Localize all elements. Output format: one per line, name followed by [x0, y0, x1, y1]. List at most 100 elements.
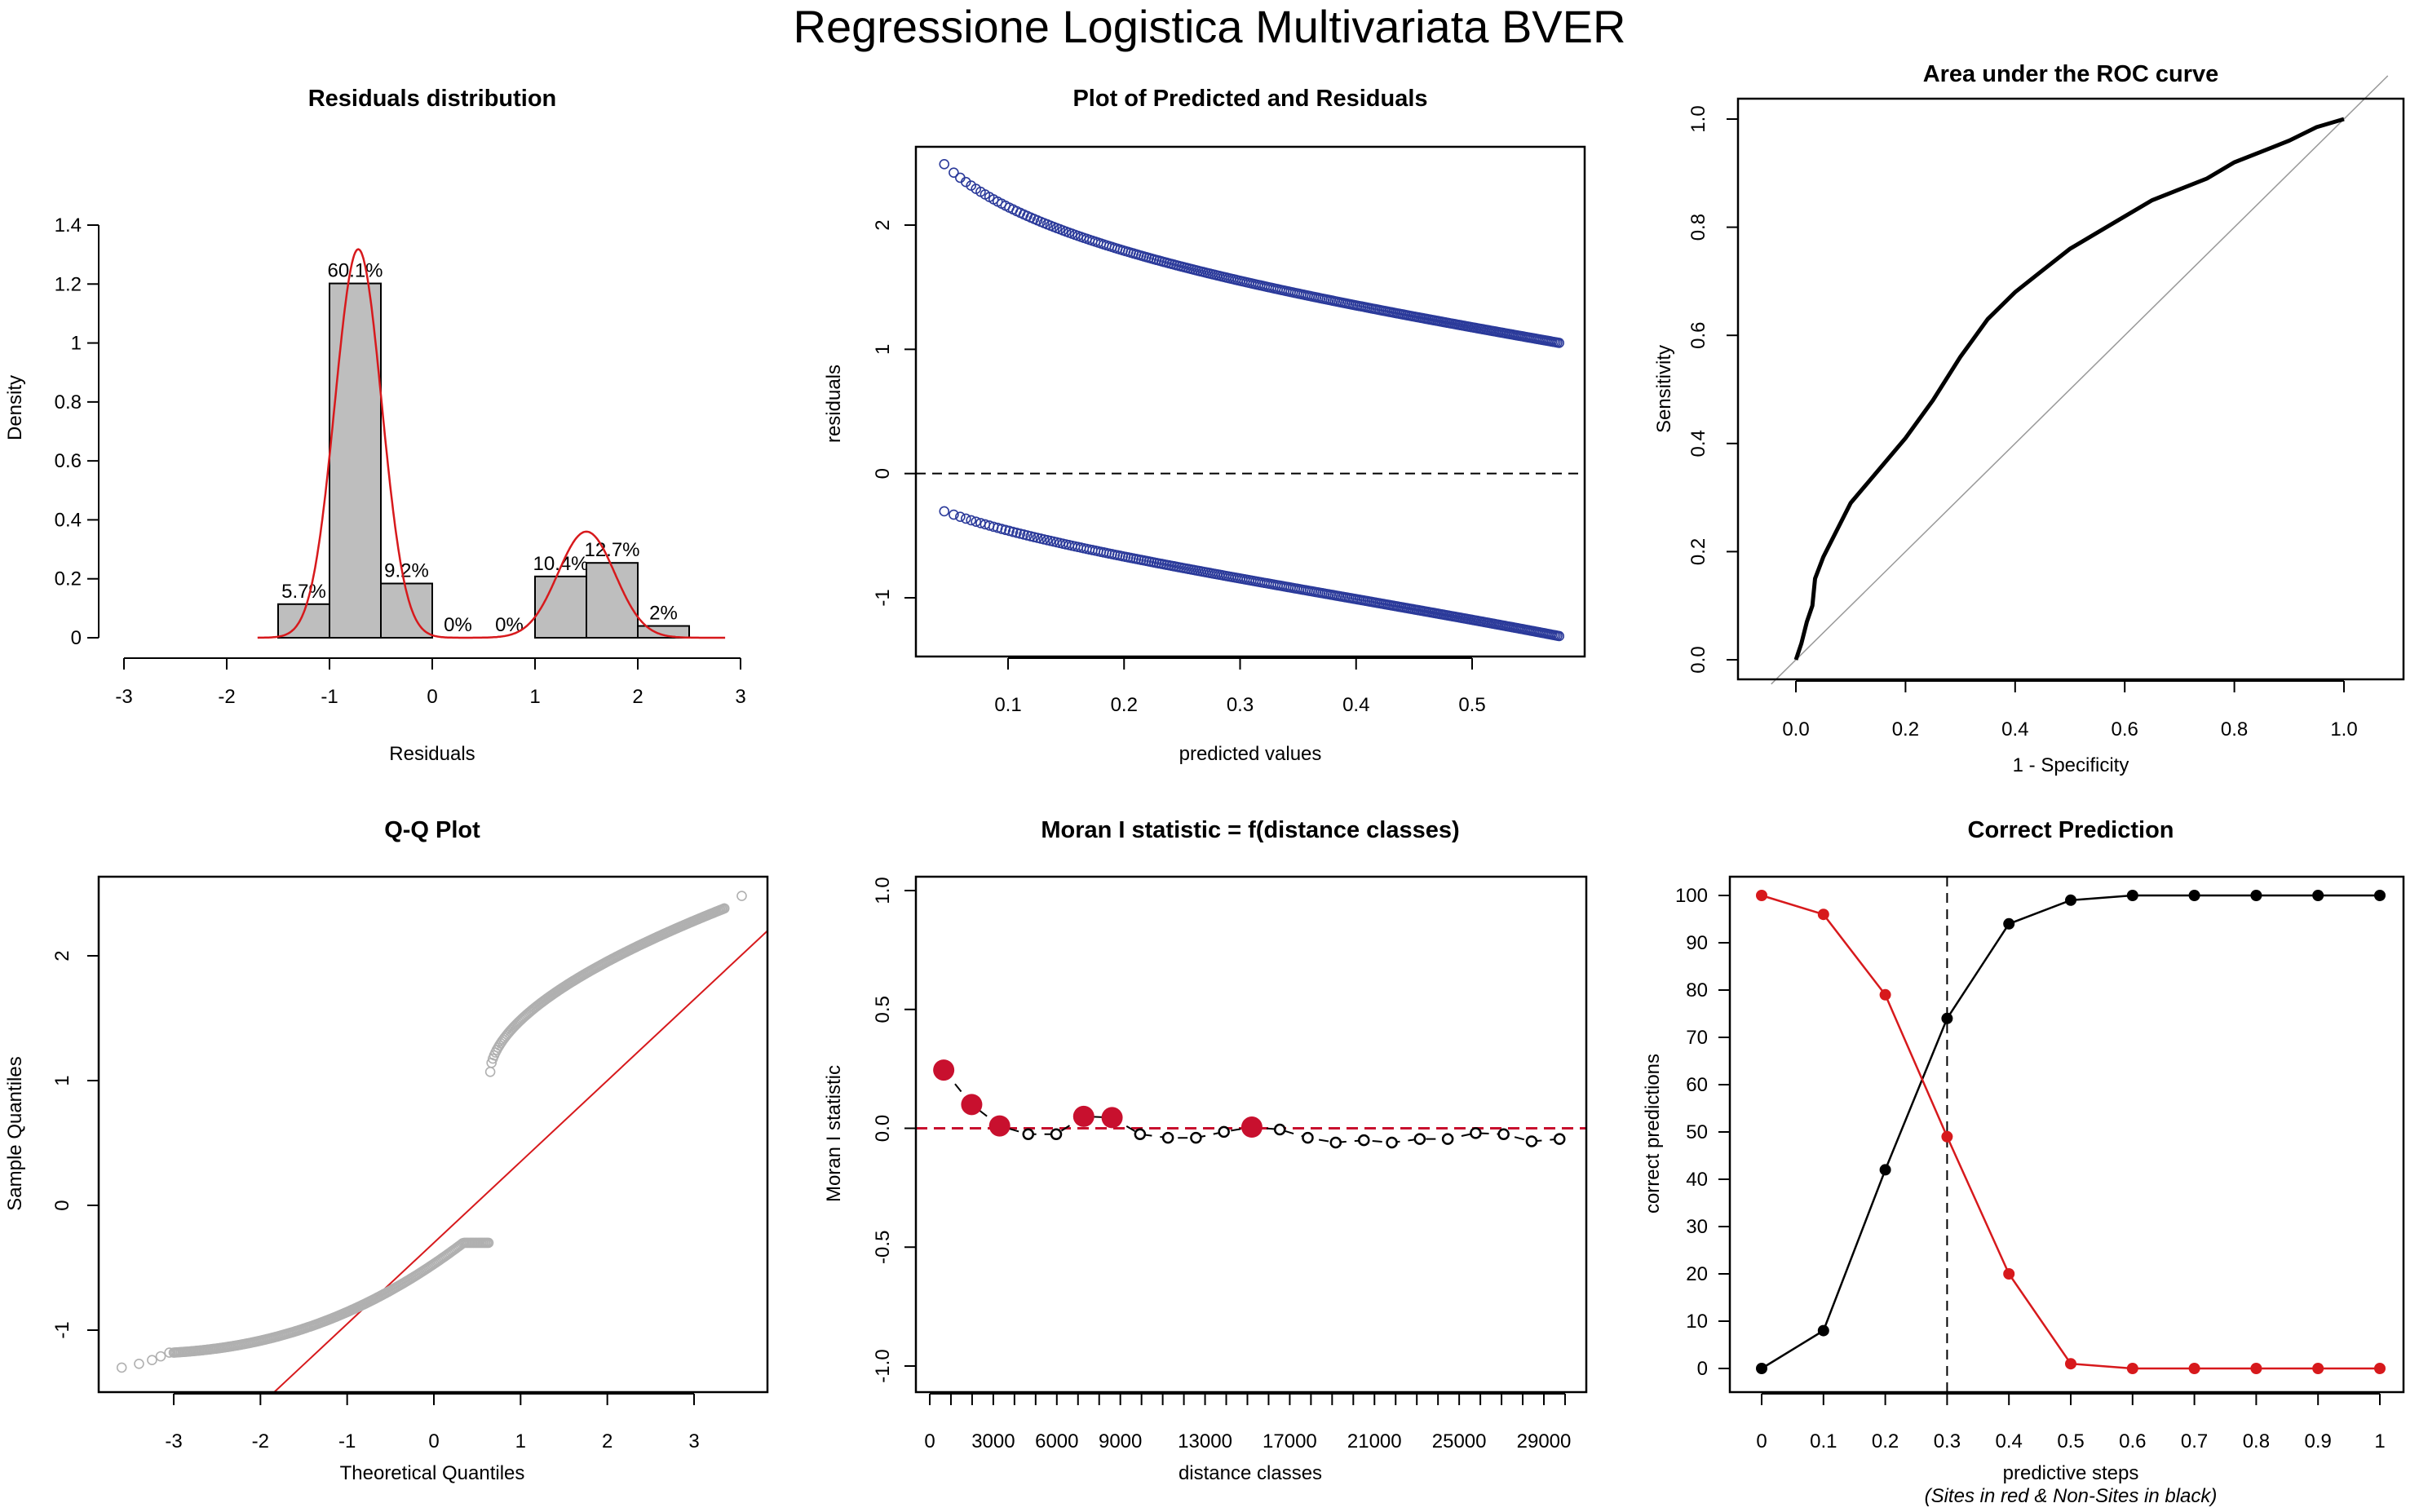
x-tick-label: 3: [688, 1430, 699, 1452]
bar-label: 10.4%: [533, 553, 588, 575]
x-tick-label: 0.3: [1227, 694, 1254, 716]
y-axis-label: residuals: [823, 365, 845, 443]
x-tick-label: 1: [2374, 1430, 2385, 1452]
y-tick-label: 2: [872, 219, 894, 230]
panel-title: Q-Q Plot: [384, 817, 480, 843]
plot-frame: [1728, 875, 2405, 1394]
y-tick-label: 2: [51, 950, 73, 961]
x-tick-label: 0.9: [2305, 1430, 2332, 1452]
x-axis-label: distance classes: [1179, 1462, 1322, 1484]
residual-point: [955, 511, 966, 522]
x-tick-label: 0.5: [2057, 1430, 2084, 1452]
x-tick-label: 2: [632, 686, 643, 708]
x-tick-label: -2: [252, 1430, 269, 1452]
y-axis-label: Density: [4, 375, 26, 440]
x-tick-label: 0.7: [2181, 1430, 2208, 1452]
x-tick-label: 0.2: [1892, 718, 1919, 741]
density-curve: [257, 248, 726, 639]
x-tick-label: 29000: [1517, 1430, 1572, 1452]
y-tick-label: 0.2: [1687, 538, 1709, 565]
y-tick-label: 80: [1686, 979, 1708, 1001]
correct-prediction-plot: Correct Prediction 0 0.1 0.2 0.3 0.4 0.5 0.6 0.7…: [1642, 817, 2405, 1507]
x-tick-label: 6000: [1035, 1430, 1078, 1452]
x-tick-label: 0.5: [1458, 694, 1485, 716]
x-tick-label: 0.3: [1934, 1430, 1961, 1452]
series-point: [1756, 1363, 1767, 1374]
moran-correlogram: Moran I statistic = f(distance classes) 0…: [823, 817, 1588, 1484]
series-point: [2126, 1363, 2138, 1374]
y-tick-label: 40: [1686, 1169, 1708, 1191]
y-tick-label: 0.6: [55, 450, 82, 472]
series-point: [1817, 1324, 1829, 1337]
series-point: [2188, 890, 2200, 901]
bar-label: 0%: [495, 614, 524, 636]
y-tick-label: 50: [1686, 1121, 1708, 1143]
x-axis-label: Residuals: [389, 743, 475, 765]
histogram-bar: [586, 562, 639, 639]
series-point: [1879, 988, 1891, 1001]
y-tick-label: 0.0: [1687, 646, 1709, 673]
x-tick-label: 3000: [971, 1430, 1015, 1452]
x-tick-label: 0.1: [1810, 1430, 1837, 1452]
x-tick-label: 0.1: [994, 694, 1021, 716]
residual-point: [939, 506, 950, 517]
series-point: [2374, 1363, 2386, 1374]
y-tick-label: 0.5: [872, 996, 894, 1023]
qq-point: [147, 1355, 157, 1366]
y-tick-label: 0.4: [55, 509, 82, 531]
nonsignificant-point: [1302, 1131, 1314, 1144]
residual-point: [939, 158, 950, 170]
y-tick-label: 100: [1675, 885, 1708, 907]
y-tick-label: -1: [872, 589, 894, 606]
significant-point: [933, 1059, 955, 1081]
series-point: [2312, 890, 2324, 901]
y-tick-label: 0.8: [1687, 214, 1709, 241]
y-tick-label: 0.6: [1687, 322, 1709, 349]
series-line: [1761, 894, 2380, 1370]
roc-curve: [1793, 117, 2345, 661]
y-tick-label: 0: [51, 1200, 73, 1210]
bar-label: 2%: [649, 603, 678, 625]
series-point: [1941, 1130, 1953, 1143]
y-axis-label: Sensitivity: [1653, 345, 1675, 433]
series-point: [1756, 890, 1767, 901]
y-axis-label: Moran I statistic: [823, 1065, 845, 1202]
x-tick-label: 0: [1756, 1430, 1767, 1452]
x-tick-label: -3: [165, 1430, 182, 1452]
y-axis-label: Sample Quantiles: [4, 1056, 26, 1210]
x-tick-label: 3: [735, 686, 745, 708]
bar-label: 9.2%: [384, 559, 429, 581]
nonsignificant-point: [1273, 1123, 1286, 1136]
bar-label: 12.7%: [584, 539, 639, 561]
x-tick-label: 0.0: [1782, 718, 1809, 741]
x-tick-label: 0.8: [2243, 1430, 2270, 1452]
x-axis-label: predicted values: [1179, 743, 1322, 765]
x-tick-label: -1: [338, 1430, 356, 1452]
panel-title: Plot of Predicted and Residuals: [1072, 86, 1427, 112]
qq-point: [116, 1362, 127, 1373]
y-tick-label: 70: [1686, 1027, 1708, 1049]
panel-title: Correct Prediction: [1968, 817, 2174, 843]
nonsignificant-point: [1358, 1134, 1370, 1147]
y-tick-label: -0.5: [872, 1231, 894, 1264]
y-tick-label: 0.0: [872, 1115, 894, 1142]
nonsignificant-point: [1134, 1128, 1147, 1141]
x-tick-label: 25000: [1432, 1430, 1487, 1452]
y-tick-label: 30: [1686, 1216, 1708, 1238]
nonsignificant-point: [1386, 1136, 1398, 1149]
series-point: [2065, 894, 2076, 906]
x-tick-label: 1: [529, 686, 540, 708]
series-point: [2374, 890, 2386, 901]
nonsignificant-point: [1218, 1125, 1230, 1138]
y-tick-label: -1: [51, 1321, 73, 1338]
y-tick-label: 0.4: [1687, 430, 1709, 457]
series-point: [2003, 1268, 2015, 1280]
y-tick-label: 20: [1686, 1263, 1708, 1285]
series-point: [2065, 1358, 2076, 1370]
series-line: [1761, 894, 2380, 1370]
qq-reference-line: [272, 930, 767, 1392]
nonsignificant-point: [1413, 1133, 1426, 1145]
significant-point: [1240, 1116, 1263, 1138]
significant-point: [1101, 1107, 1123, 1129]
